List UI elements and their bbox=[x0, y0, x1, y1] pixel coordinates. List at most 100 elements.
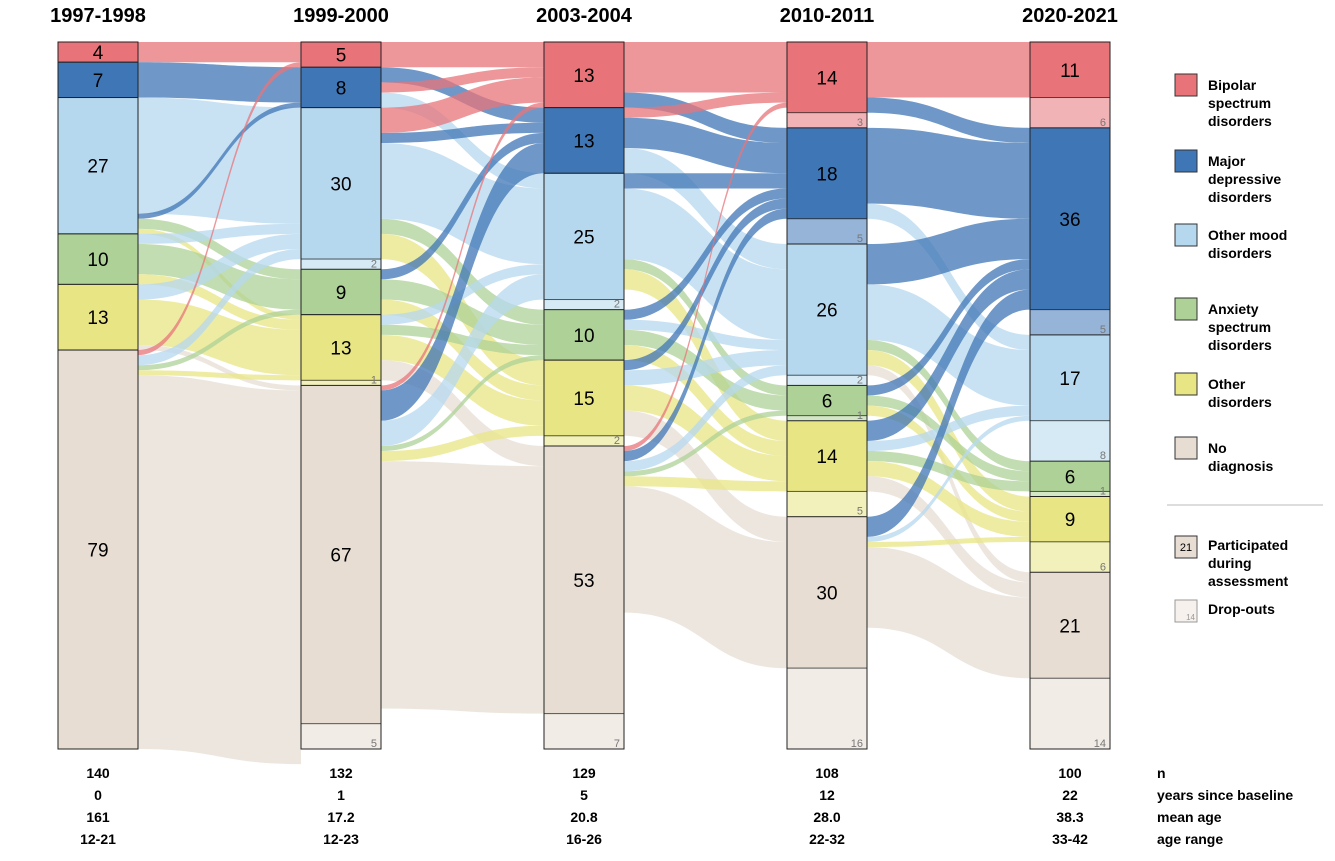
segment-value-label: 21 bbox=[1059, 616, 1080, 637]
node-2010-2011-other-dropout bbox=[787, 491, 867, 517]
stat-age_range: 22-32 bbox=[809, 831, 845, 847]
flow-other-to-depressive bbox=[624, 198, 787, 371]
node-2003-2004-other-dropout bbox=[544, 435, 624, 446]
footer-row-label: n bbox=[1157, 765, 1166, 781]
node-2010-2011-bipolar-dropout bbox=[787, 112, 867, 128]
legend: Bipolar spectrum disorders Major depressive d… bbox=[1167, 73, 1323, 623]
node-1997-1998-none bbox=[57, 349, 139, 750]
segment-value-label: 10 bbox=[573, 326, 594, 347]
segment-value-label: 13 bbox=[330, 339, 351, 360]
stat-n: 132 bbox=[329, 765, 353, 781]
dropout-label: 6 bbox=[1100, 561, 1106, 573]
stat-years: 12 bbox=[819, 787, 835, 803]
legend-swatch-other_mood bbox=[1174, 223, 1198, 247]
flow-none-to-other bbox=[381, 425, 544, 462]
legend-label-anxiety: Anxiety spectrum disorders bbox=[1208, 301, 1272, 353]
column-frame bbox=[300, 41, 382, 750]
legend-label-other: Other disorders bbox=[1208, 376, 1272, 410]
stat-n: 129 bbox=[572, 765, 596, 781]
flow-other-to-depressive bbox=[867, 269, 1030, 441]
legend-sample-dropouts: 14 bbox=[1186, 613, 1195, 622]
node-layer: 4727101379583029131675131325210152537143… bbox=[57, 41, 1111, 750]
flow-anxiety-to-depressive bbox=[624, 188, 787, 320]
footer-row-label: years since baseline bbox=[1157, 787, 1293, 803]
segment-value-label: 79 bbox=[87, 541, 108, 562]
node-1999-2000-other_mood-dropout bbox=[301, 259, 381, 270]
node-2010-2011-other_mood-dropout bbox=[787, 375, 867, 386]
flow-none-to-other_mood bbox=[624, 365, 787, 472]
wave-titles: 1997-1998 1999-2000 2003-2004 2010-2011 2020… bbox=[50, 5, 1118, 27]
flow-none-to-none bbox=[381, 461, 544, 714]
flow-none-to-other_mood bbox=[867, 415, 1030, 542]
legend-label-other_mood: Other mood disorders bbox=[1208, 227, 1287, 261]
legend-label-participated: Participated during assessment bbox=[1208, 537, 1289, 589]
node-2003-2004-other_mood-dropout bbox=[544, 299, 624, 310]
flow-none-to-bipolar bbox=[381, 102, 544, 391]
stat-years: 0 bbox=[94, 787, 102, 803]
segment-value-label: 27 bbox=[87, 157, 108, 178]
dropout-label: 16 bbox=[851, 738, 863, 750]
legend-swatch-anxiety bbox=[1174, 297, 1198, 321]
stat-years: 5 bbox=[580, 787, 588, 803]
stat-mean_age: 17.2 bbox=[327, 809, 354, 825]
segment-value-label: 4 bbox=[93, 43, 104, 64]
legend-swatch-none bbox=[1174, 436, 1198, 460]
dropout-label: 1 bbox=[1100, 486, 1106, 498]
legend-swatch-depressive bbox=[1174, 149, 1198, 173]
flow-other_mood-to-depressive bbox=[867, 218, 1030, 285]
flow-bipolar-to-bipolar bbox=[138, 42, 301, 63]
node-2003-2004-other bbox=[543, 359, 625, 437]
legend-swatch-dropouts bbox=[1174, 599, 1198, 623]
flow-bipolar-to-depressive bbox=[867, 97, 1030, 143]
column-frame bbox=[543, 41, 625, 750]
stat-mean_age: 28.0 bbox=[813, 809, 840, 825]
node-2003-2004-other_mood bbox=[543, 172, 625, 301]
wave-title: 2010-2011 bbox=[780, 5, 875, 27]
segment-value-label: 18 bbox=[816, 164, 837, 185]
dropout-label: 6 bbox=[1100, 117, 1106, 129]
node-2020-2021-depressive-dropout bbox=[1030, 309, 1110, 335]
segment-value-label: 6 bbox=[822, 392, 833, 413]
flow-other-to-anxiety bbox=[867, 451, 1030, 492]
node-1997-1998-other_mood bbox=[57, 97, 139, 235]
flow-other-to-other_mood bbox=[138, 233, 301, 300]
stat-mean_age: 20.8 bbox=[570, 809, 597, 825]
segment-value-label: 13 bbox=[573, 66, 594, 87]
node-2003-2004-none bbox=[543, 445, 625, 715]
flow-none-to-anxiety bbox=[138, 309, 301, 371]
node-1999-2000-other_mood bbox=[300, 107, 382, 260]
node-2010-2011-bipolar bbox=[786, 41, 868, 114]
node-2020-2021-depressive bbox=[1029, 127, 1111, 311]
dropout-label: 7 bbox=[614, 738, 620, 750]
footer-row-label: mean age bbox=[1157, 809, 1222, 825]
node-2003-2004-none-dropout bbox=[544, 713, 624, 749]
stat-n: 100 bbox=[1058, 765, 1082, 781]
node-2020-2021-other-dropout bbox=[1030, 541, 1110, 573]
wave-title: 2003-2004 bbox=[536, 5, 633, 27]
flow-depressive-to-other_mood bbox=[381, 92, 544, 189]
node-2010-2011-depressive bbox=[786, 127, 868, 220]
flow-bipolar-to-depressive bbox=[624, 92, 787, 143]
dropout-label: 14 bbox=[1094, 738, 1106, 750]
segment-value-label: 25 bbox=[573, 227, 594, 248]
flow-depressive-to-depressive bbox=[138, 62, 301, 103]
flow-other-to-anxiety bbox=[381, 324, 544, 356]
dropout-label: 8 bbox=[1100, 450, 1106, 462]
node-2020-2021-anxiety bbox=[1029, 460, 1111, 492]
segment-value-label: 11 bbox=[1060, 61, 1080, 82]
segment-value-label: 67 bbox=[330, 546, 351, 567]
dropout-label: 2 bbox=[857, 374, 863, 386]
segment-value-label: 53 bbox=[573, 571, 594, 592]
stat-age_range: 12-23 bbox=[323, 831, 359, 847]
flow-none-to-other bbox=[867, 536, 1030, 547]
legend-swatch-participated bbox=[1174, 535, 1198, 559]
flow-bipolar-to-bipolar bbox=[624, 42, 787, 93]
segment-value-label: 30 bbox=[330, 174, 351, 195]
flow-anxiety-to-depressive bbox=[381, 132, 544, 280]
flow-none-to-depressive bbox=[624, 208, 787, 462]
flow-anxiety-to-anxiety bbox=[381, 279, 544, 345]
flow-other_mood-to-depressive bbox=[138, 102, 301, 219]
segment-value-label: 14 bbox=[816, 447, 838, 468]
legend-label-dropouts: Drop-outs bbox=[1208, 601, 1275, 617]
